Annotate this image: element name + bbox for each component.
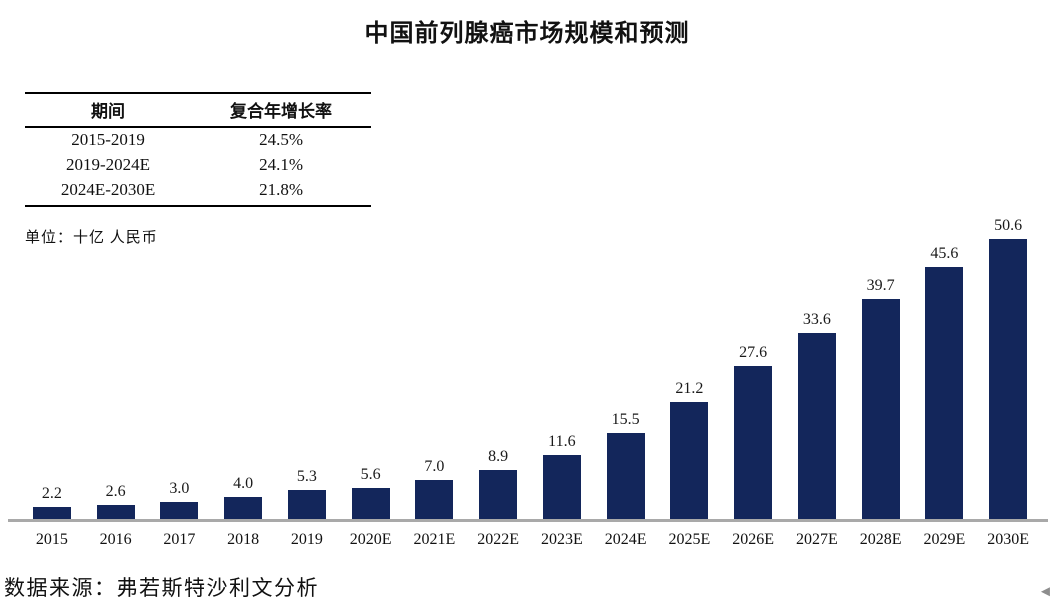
table-row: 2024E-2030E 21.8%	[25, 178, 371, 207]
bar-column: 45.6	[913, 245, 977, 519]
bar-2015	[32, 507, 71, 519]
x-axis-label: 2020E	[349, 531, 392, 548]
bar-value-label: 21.2	[675, 380, 704, 397]
period-cell: 2015-2019	[71, 130, 145, 149]
bar-column: 7.0	[403, 458, 467, 519]
bar-column: 50.6	[976, 217, 1040, 519]
period-cell: 2019-2024E	[66, 155, 151, 174]
chart-title: 中国前列腺癌市场规模和预测	[364, 21, 690, 47]
x-axis-label: 2029E	[923, 531, 966, 548]
x-axis-label: 2021E	[413, 531, 456, 548]
bar-value-label: 15.5	[611, 411, 640, 428]
bar-value-label: 2.6	[105, 483, 126, 500]
bar-2025E	[670, 402, 709, 519]
x-axis-label: 2023E	[540, 531, 583, 548]
bar-2027E	[797, 333, 836, 519]
bar-column: 5.6	[339, 466, 403, 519]
bar-column: 33.6	[785, 311, 849, 519]
bar-column: 2.6	[84, 483, 148, 519]
bar-2020E	[351, 488, 390, 519]
bar-value-label: 50.6	[994, 217, 1023, 234]
x-axis-label: 2027E	[795, 531, 838, 548]
bar-column: 8.9	[466, 448, 530, 519]
bar-2028E	[861, 299, 900, 519]
x-axis-label: 2024E	[604, 531, 647, 548]
bar-column: 21.2	[658, 380, 722, 519]
x-axis-label: 2015	[35, 531, 68, 548]
bar-2016	[96, 505, 135, 519]
bar-value-label: 27.6	[739, 344, 768, 361]
bar-value-label: 39.7	[866, 277, 895, 294]
bar-value-label: 3.0	[169, 480, 190, 497]
table-row: 2019-2024E 24.1%	[25, 153, 371, 178]
bar-value-label: 11.6	[548, 433, 576, 450]
bar-2029E	[925, 267, 964, 519]
x-axis-label: 2017	[163, 531, 196, 548]
nav-arrow-icon[interactable]: ◄	[1038, 584, 1053, 600]
bar-column: 3.0	[148, 480, 212, 519]
bar-2022E	[479, 470, 518, 519]
x-axis-line	[8, 519, 1048, 522]
x-axis-label: 2019	[290, 531, 323, 548]
x-axis-labels: 2015 2016 2017 2018 2019 2020E 2021E 2022E 2023E…	[20, 531, 1040, 549]
bar-column: 27.6	[721, 344, 785, 519]
x-axis-label: 2026E	[732, 531, 775, 548]
bar-2017	[160, 502, 199, 519]
cagr-cell: 21.8%	[191, 178, 371, 207]
x-axis-label: 2028E	[859, 531, 902, 548]
bar-2030E	[989, 239, 1028, 519]
bar-value-label: 5.3	[296, 468, 317, 485]
bar-2023E	[542, 455, 581, 519]
data-source: 数据来源：弗若斯特沙利文分析	[4, 576, 319, 600]
cagr-header-rate: 复合年增长率	[191, 92, 371, 128]
bar-2021E	[415, 480, 454, 519]
x-axis-label: 2022E	[477, 531, 520, 548]
cagr-cell: 24.5%	[259, 130, 303, 149]
cagr-table-header-row: 期间 复合年增长率	[25, 92, 371, 128]
bar-value-label: 4.0	[233, 475, 254, 492]
bar-value-label: 2.2	[41, 485, 62, 502]
x-axis-label: 2030E	[987, 531, 1030, 548]
bar-column: 5.3	[275, 468, 339, 519]
x-axis-label: 2016	[99, 531, 132, 548]
bar-column: 39.7	[849, 277, 913, 519]
bar-value-label: 33.6	[802, 311, 831, 328]
table-row: 2015-2019 24.5%	[25, 127, 371, 153]
bar-chart: 2.2 2.6 3.0 4.0 5.3 5.6 7.0 8.9 11.6 15.5 21.2 27.6…	[20, 217, 1040, 519]
bar-column: 11.6	[530, 433, 594, 519]
bar-2018	[224, 497, 263, 519]
x-axis-label: 2025E	[668, 531, 711, 548]
bar-2019	[287, 490, 326, 519]
cagr-cell: 24.1%	[259, 155, 303, 174]
cagr-table: 期间 复合年增长率 2015-2019 24.5% 2019-2024E 24.…	[25, 92, 371, 207]
period-cell: 2024E-2030E	[25, 178, 192, 207]
bar-value-label: 8.9	[488, 448, 509, 465]
bar-2024E	[606, 433, 645, 519]
bar-column: 15.5	[594, 411, 658, 519]
cagr-header-period: 期间	[25, 92, 192, 128]
unit-label: 单位：十亿 人民币	[25, 230, 158, 246]
x-axis-label: 2018	[227, 531, 260, 548]
bar-value-label: 45.6	[930, 245, 959, 262]
bar-value-label: 7.0	[424, 458, 445, 475]
bar-column: 4.0	[211, 475, 275, 519]
bar-value-label: 5.6	[360, 466, 381, 483]
bar-column: 2.2	[20, 485, 84, 519]
bar-2026E	[734, 366, 773, 519]
